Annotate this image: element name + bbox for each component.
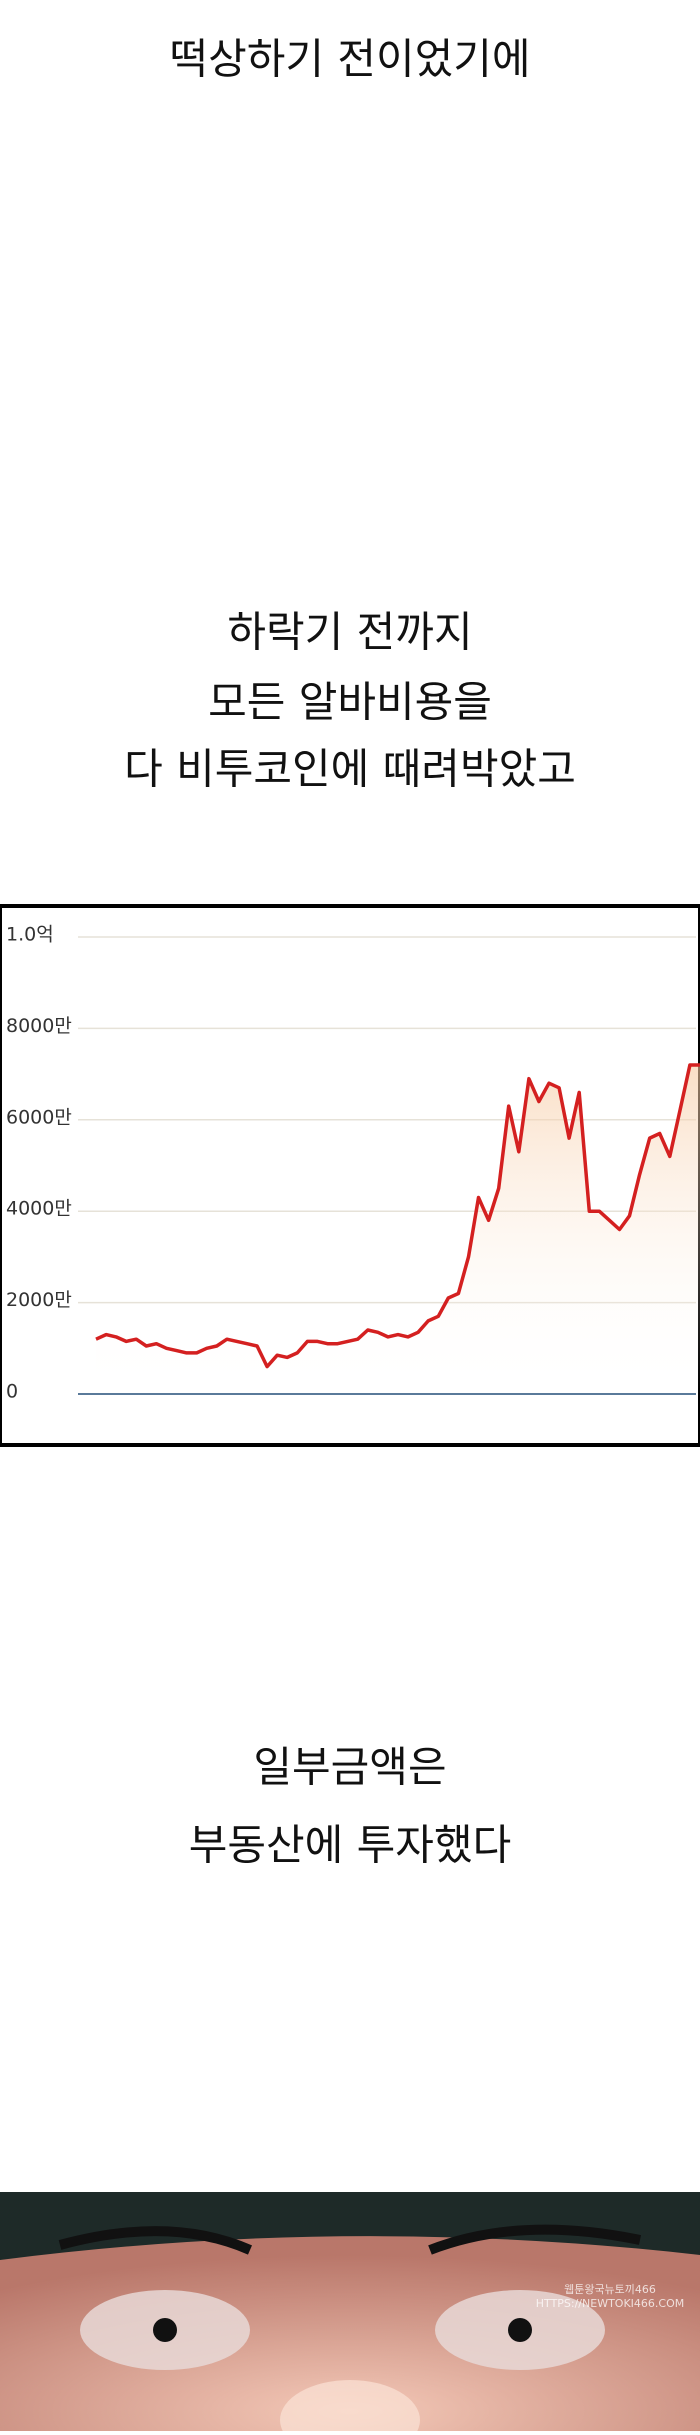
- line: [95, 1063, 700, 1369]
- line-area: [96, 1065, 700, 1394]
- caption: 모든 알바비용을: [208, 678, 492, 727]
- caption: 떡상하기 전이었기에: [169, 35, 530, 84]
- watermark: HTTPS://NEWTOKI466.COM: [536, 2297, 684, 2310]
- y-tick-label: 1.0억: [6, 924, 54, 946]
- watermark: 웹툰왕국뉴토끼466: [564, 2283, 656, 2296]
- y-tick-label: 2000만: [6, 1289, 72, 1311]
- y-tick-label: 0: [6, 1381, 18, 1403]
- y-tick-label: 8000만: [6, 1015, 72, 1037]
- y-tick-label: 6000만: [6, 1106, 72, 1128]
- face-panel: [0, 2192, 700, 2435]
- chart: 0 2000만 4000만 6000만 8000만 1.0억: [6, 924, 700, 1403]
- caption: 하락기 전까지: [227, 608, 472, 657]
- y-tick-label: 4000만: [6, 1198, 72, 1220]
- caption: 다 비투코인에 때려박았고: [124, 745, 576, 794]
- caption: 일부금액은: [253, 1743, 446, 1792]
- caption: 부동산에 투자했다: [189, 1821, 511, 1870]
